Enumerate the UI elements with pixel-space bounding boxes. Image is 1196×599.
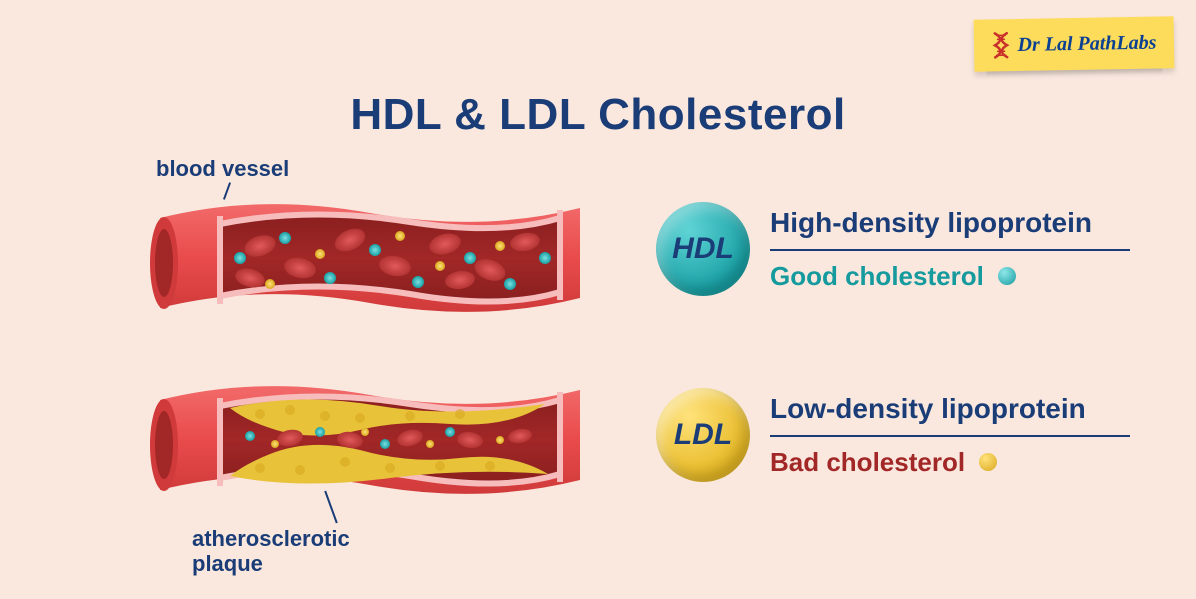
hdl-legend-title: High-density lipoprotein — [770, 207, 1130, 239]
plaque-label-line1: atherosclerotic — [192, 526, 350, 551]
ldl-legend-divider — [770, 435, 1130, 437]
hdl-badge-text: HDL — [672, 232, 734, 266]
ldl-dot-icon — [979, 453, 997, 471]
ldl-sub-text: Bad cholesterol — [770, 447, 965, 478]
hdl-legend-text: High-density lipoprotein Good cholestero… — [770, 207, 1130, 292]
ldl-badge: LDL — [656, 388, 750, 482]
ldl-legend-text: Low-density lipoprotein Bad cholesterol — [770, 393, 1130, 478]
hdl-blood-vessel — [150, 188, 590, 328]
hdl-dot-icon — [998, 267, 1016, 285]
plaque-label: atherosclerotic plaque — [192, 526, 350, 577]
hdl-sub-text: Good cholesterol — [770, 261, 984, 292]
ldl-blood-vessel — [150, 370, 590, 510]
ldl-legend-subtitle: Bad cholesterol — [770, 447, 1130, 478]
ldl-legend-row: LDL Low-density lipoprotein Bad choleste… — [656, 388, 1130, 482]
blood-vessel-label: blood vessel — [156, 156, 289, 182]
brand-name: Dr Lal PathLabs — [1017, 31, 1156, 56]
dna-icon — [991, 31, 1009, 59]
ldl-legend-title: Low-density lipoprotein — [770, 393, 1130, 425]
plaque-label-line2: plaque — [192, 551, 263, 576]
hdl-legend-subtitle: Good cholesterol — [770, 261, 1130, 292]
ldl-badge-text: LDL — [674, 418, 732, 452]
hdl-legend-row: HDL High-density lipoprotein Good choles… — [656, 202, 1130, 296]
hdl-badge: HDL — [656, 202, 750, 296]
hdl-legend-divider — [770, 249, 1130, 251]
infographic-title: HDL & LDL Cholesterol — [350, 90, 845, 140]
brand-logo-card: Dr Lal PathLabs — [974, 16, 1175, 71]
